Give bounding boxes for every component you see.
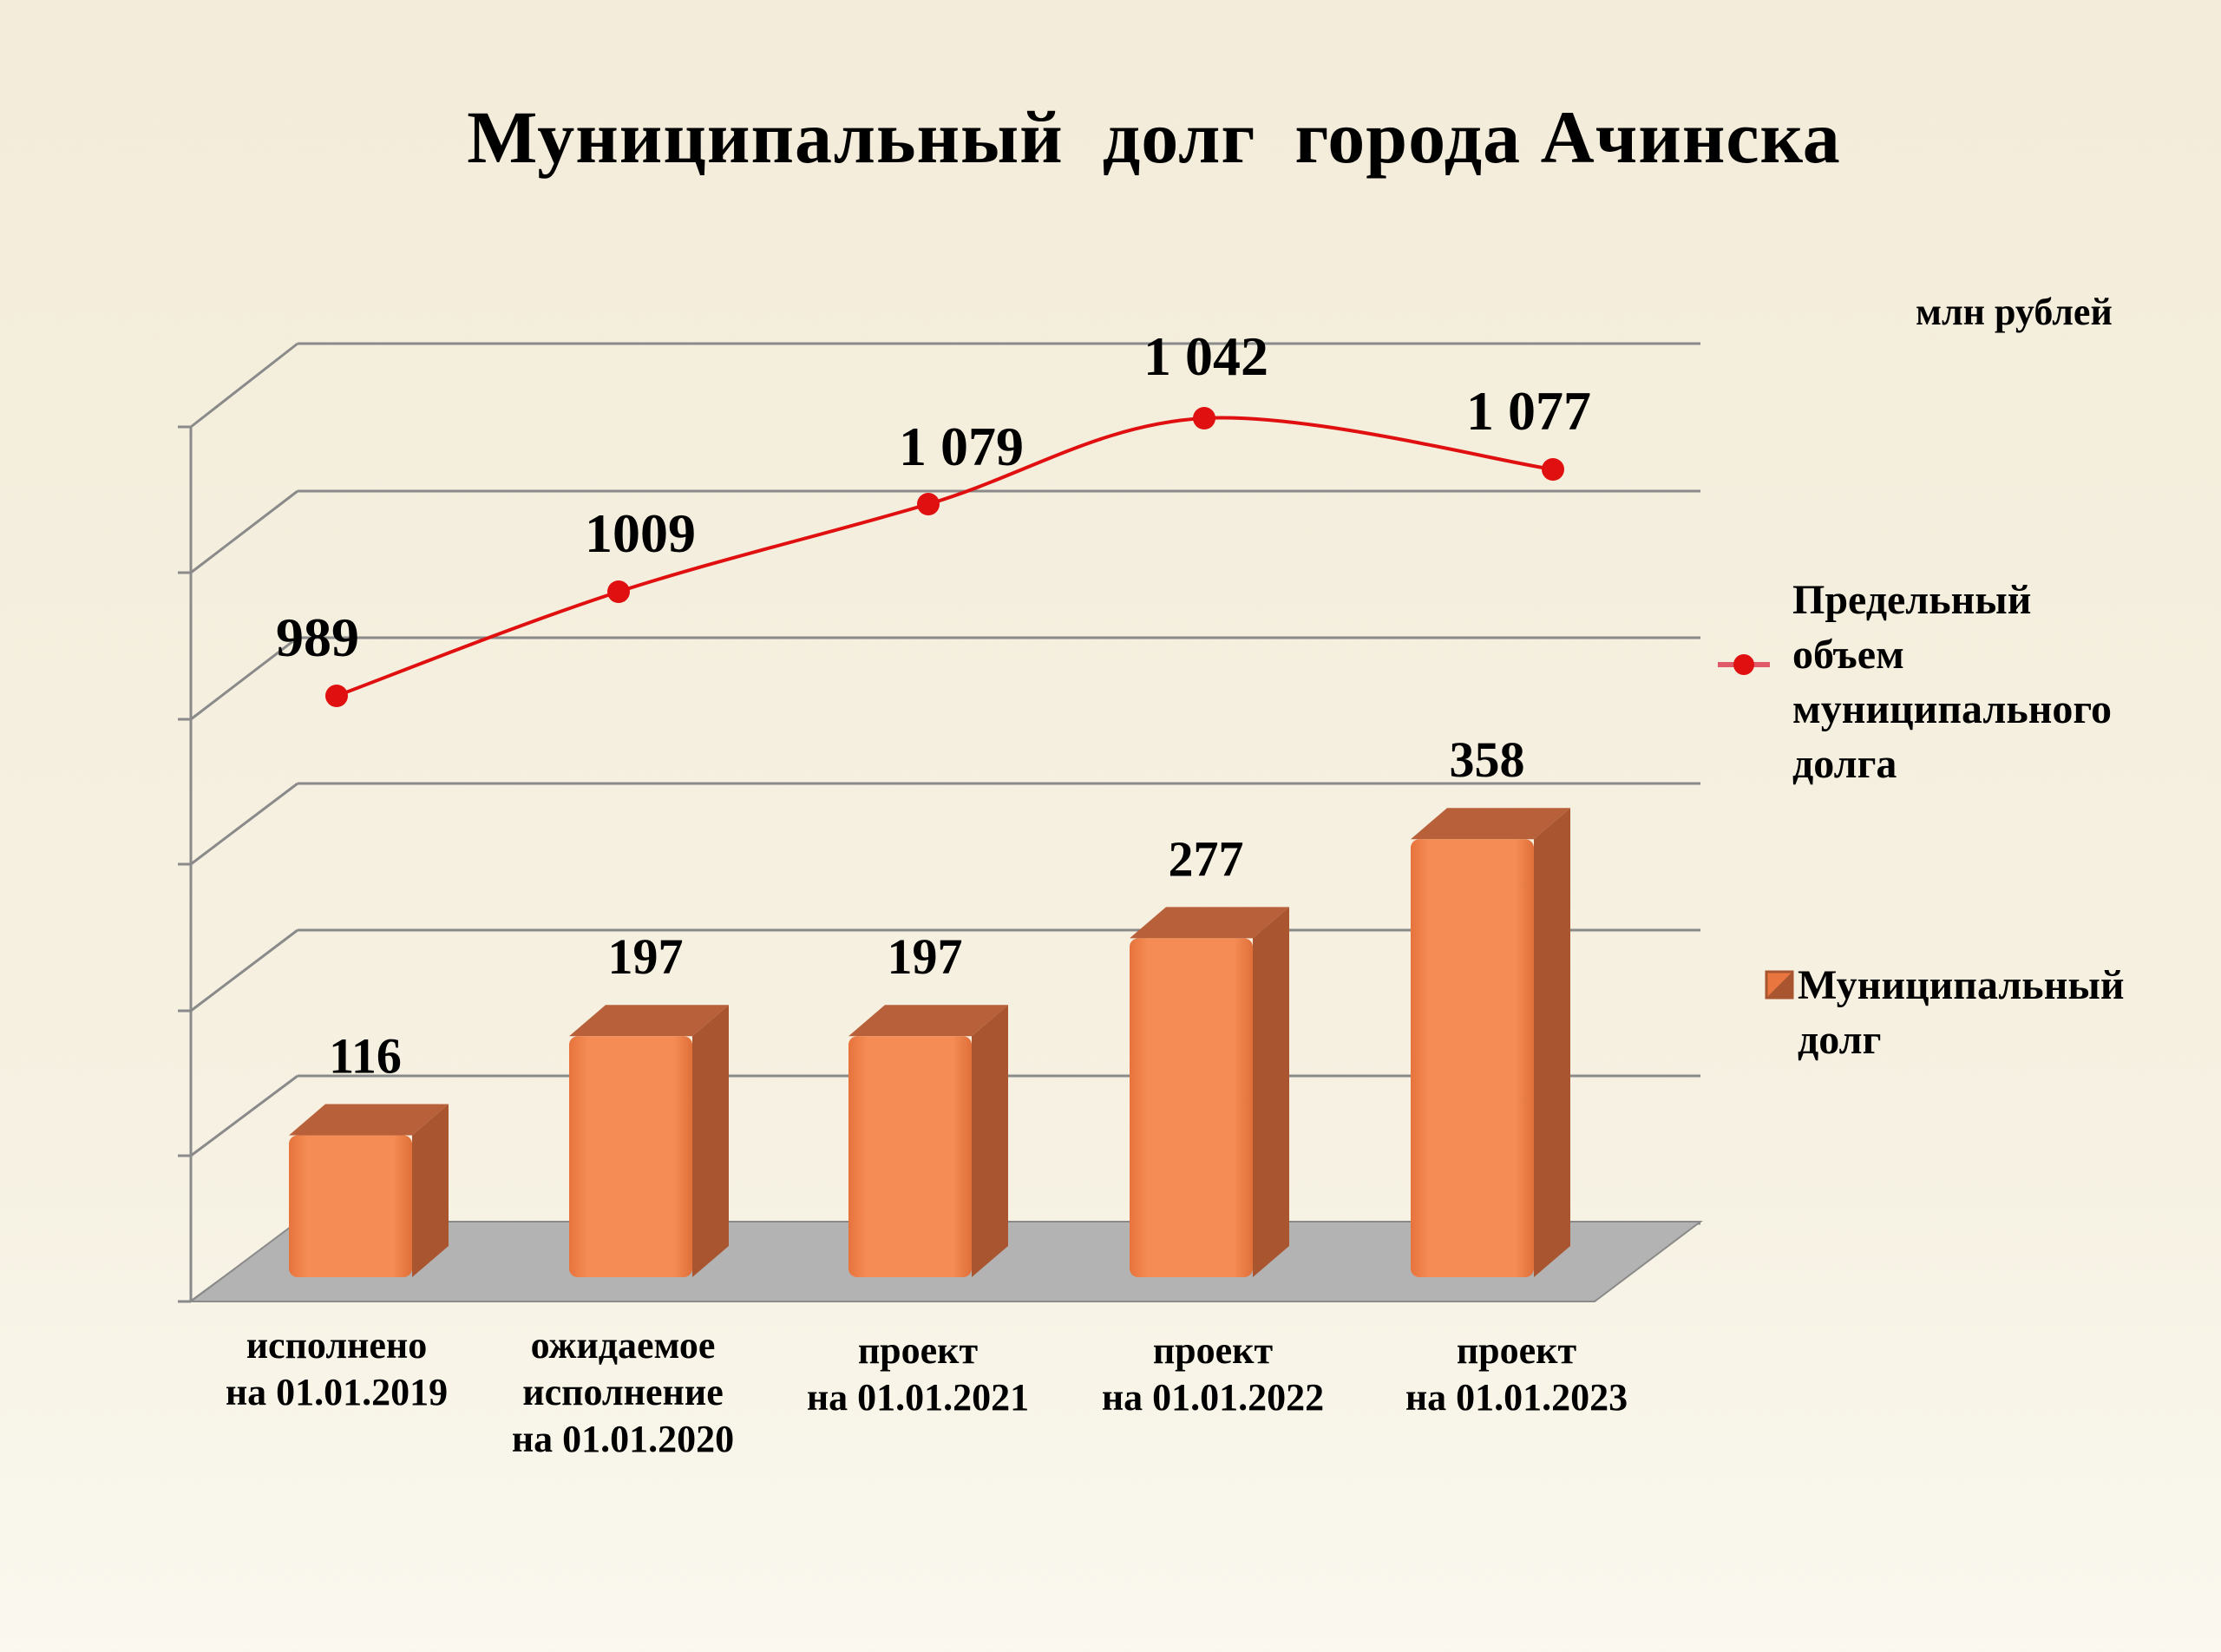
bar-top xyxy=(569,1005,729,1037)
bar-front xyxy=(1130,938,1253,1277)
legend-markers xyxy=(1718,654,1794,1000)
gridline-side xyxy=(190,636,298,721)
gridline-side xyxy=(190,782,298,866)
line-value-label: 1 077 xyxy=(1466,380,1591,442)
bar-value-label: 358 xyxy=(1450,731,1525,788)
line-value-label: 989 xyxy=(276,606,359,668)
line-point xyxy=(1542,458,1564,481)
legend-text-line: долг xyxy=(1798,1017,1882,1063)
bar-top xyxy=(1411,808,1570,840)
line-value-label: 1 079 xyxy=(899,416,1024,477)
legend-bar-swatch-shade xyxy=(1766,972,1792,998)
bar-front xyxy=(569,1036,692,1277)
bar xyxy=(289,1104,449,1277)
legend-entry-limit: Предельный объем муниципального долга xyxy=(1792,573,2157,791)
bar-top xyxy=(848,1005,1008,1037)
x-tick-label: проект на 01.01.2023 xyxy=(1405,1329,1628,1419)
x-tick-label: проект на 01.01.2021 xyxy=(806,1329,1030,1419)
legend-text-line: долга xyxy=(1792,741,1897,787)
line-point xyxy=(607,580,630,603)
bar-side xyxy=(692,1005,729,1277)
bar-series xyxy=(289,808,1570,1277)
gridline-side xyxy=(190,928,298,1013)
gridline-side xyxy=(190,1074,298,1157)
bar xyxy=(569,1005,729,1277)
bar-side xyxy=(1534,808,1570,1277)
line-point xyxy=(1193,407,1215,429)
bar-side xyxy=(412,1104,449,1277)
bar xyxy=(1130,907,1289,1277)
bar-top xyxy=(1130,907,1289,939)
line-point xyxy=(325,685,348,707)
bar-value-label: 197 xyxy=(608,928,684,985)
chart-title: Муниципальный долг города Ачинска xyxy=(467,95,1841,179)
bar-value-label: 197 xyxy=(888,928,963,985)
line-series: 989 1009 1 079 1 042 1 077 xyxy=(276,325,1591,707)
bar-side xyxy=(1253,907,1289,1277)
bar-top xyxy=(289,1104,449,1136)
bar xyxy=(848,1005,1008,1277)
legend-entry-debt: Муниципальный долг xyxy=(1798,958,2162,1067)
bar-value-label: 116 xyxy=(329,1027,402,1084)
gridline-side xyxy=(190,489,298,574)
line-point xyxy=(917,493,940,515)
x-tick-label: исполнено на 01.01.2019 xyxy=(225,1324,449,1413)
bar-front xyxy=(1411,839,1534,1277)
units-label: млн рублей xyxy=(1916,291,2113,333)
line-value-label: 1009 xyxy=(585,502,696,564)
legend-text-line: Муниципальный xyxy=(1798,962,2125,1008)
legend-text-line: Предельный xyxy=(1792,577,2032,623)
bar-data-labels: 116 197 197 277 358 xyxy=(329,731,1524,1084)
legend-text-line: муниципального xyxy=(1792,686,2112,732)
legend-text-line: объем xyxy=(1792,632,1904,678)
x-tick-label: ожидаемое исполнение на 01.01.2020 xyxy=(511,1324,735,1460)
legend-line-marker xyxy=(1733,654,1754,675)
bar-front xyxy=(848,1036,972,1277)
bar xyxy=(1411,808,1570,1277)
gridline-side xyxy=(190,342,298,429)
x-tick-label: проект на 01.01.2022 xyxy=(1101,1329,1325,1419)
line-value-label: 1 042 xyxy=(1143,325,1268,387)
bar-value-label: 277 xyxy=(1169,830,1244,887)
bar-front xyxy=(289,1135,412,1277)
bar-side xyxy=(972,1005,1008,1277)
